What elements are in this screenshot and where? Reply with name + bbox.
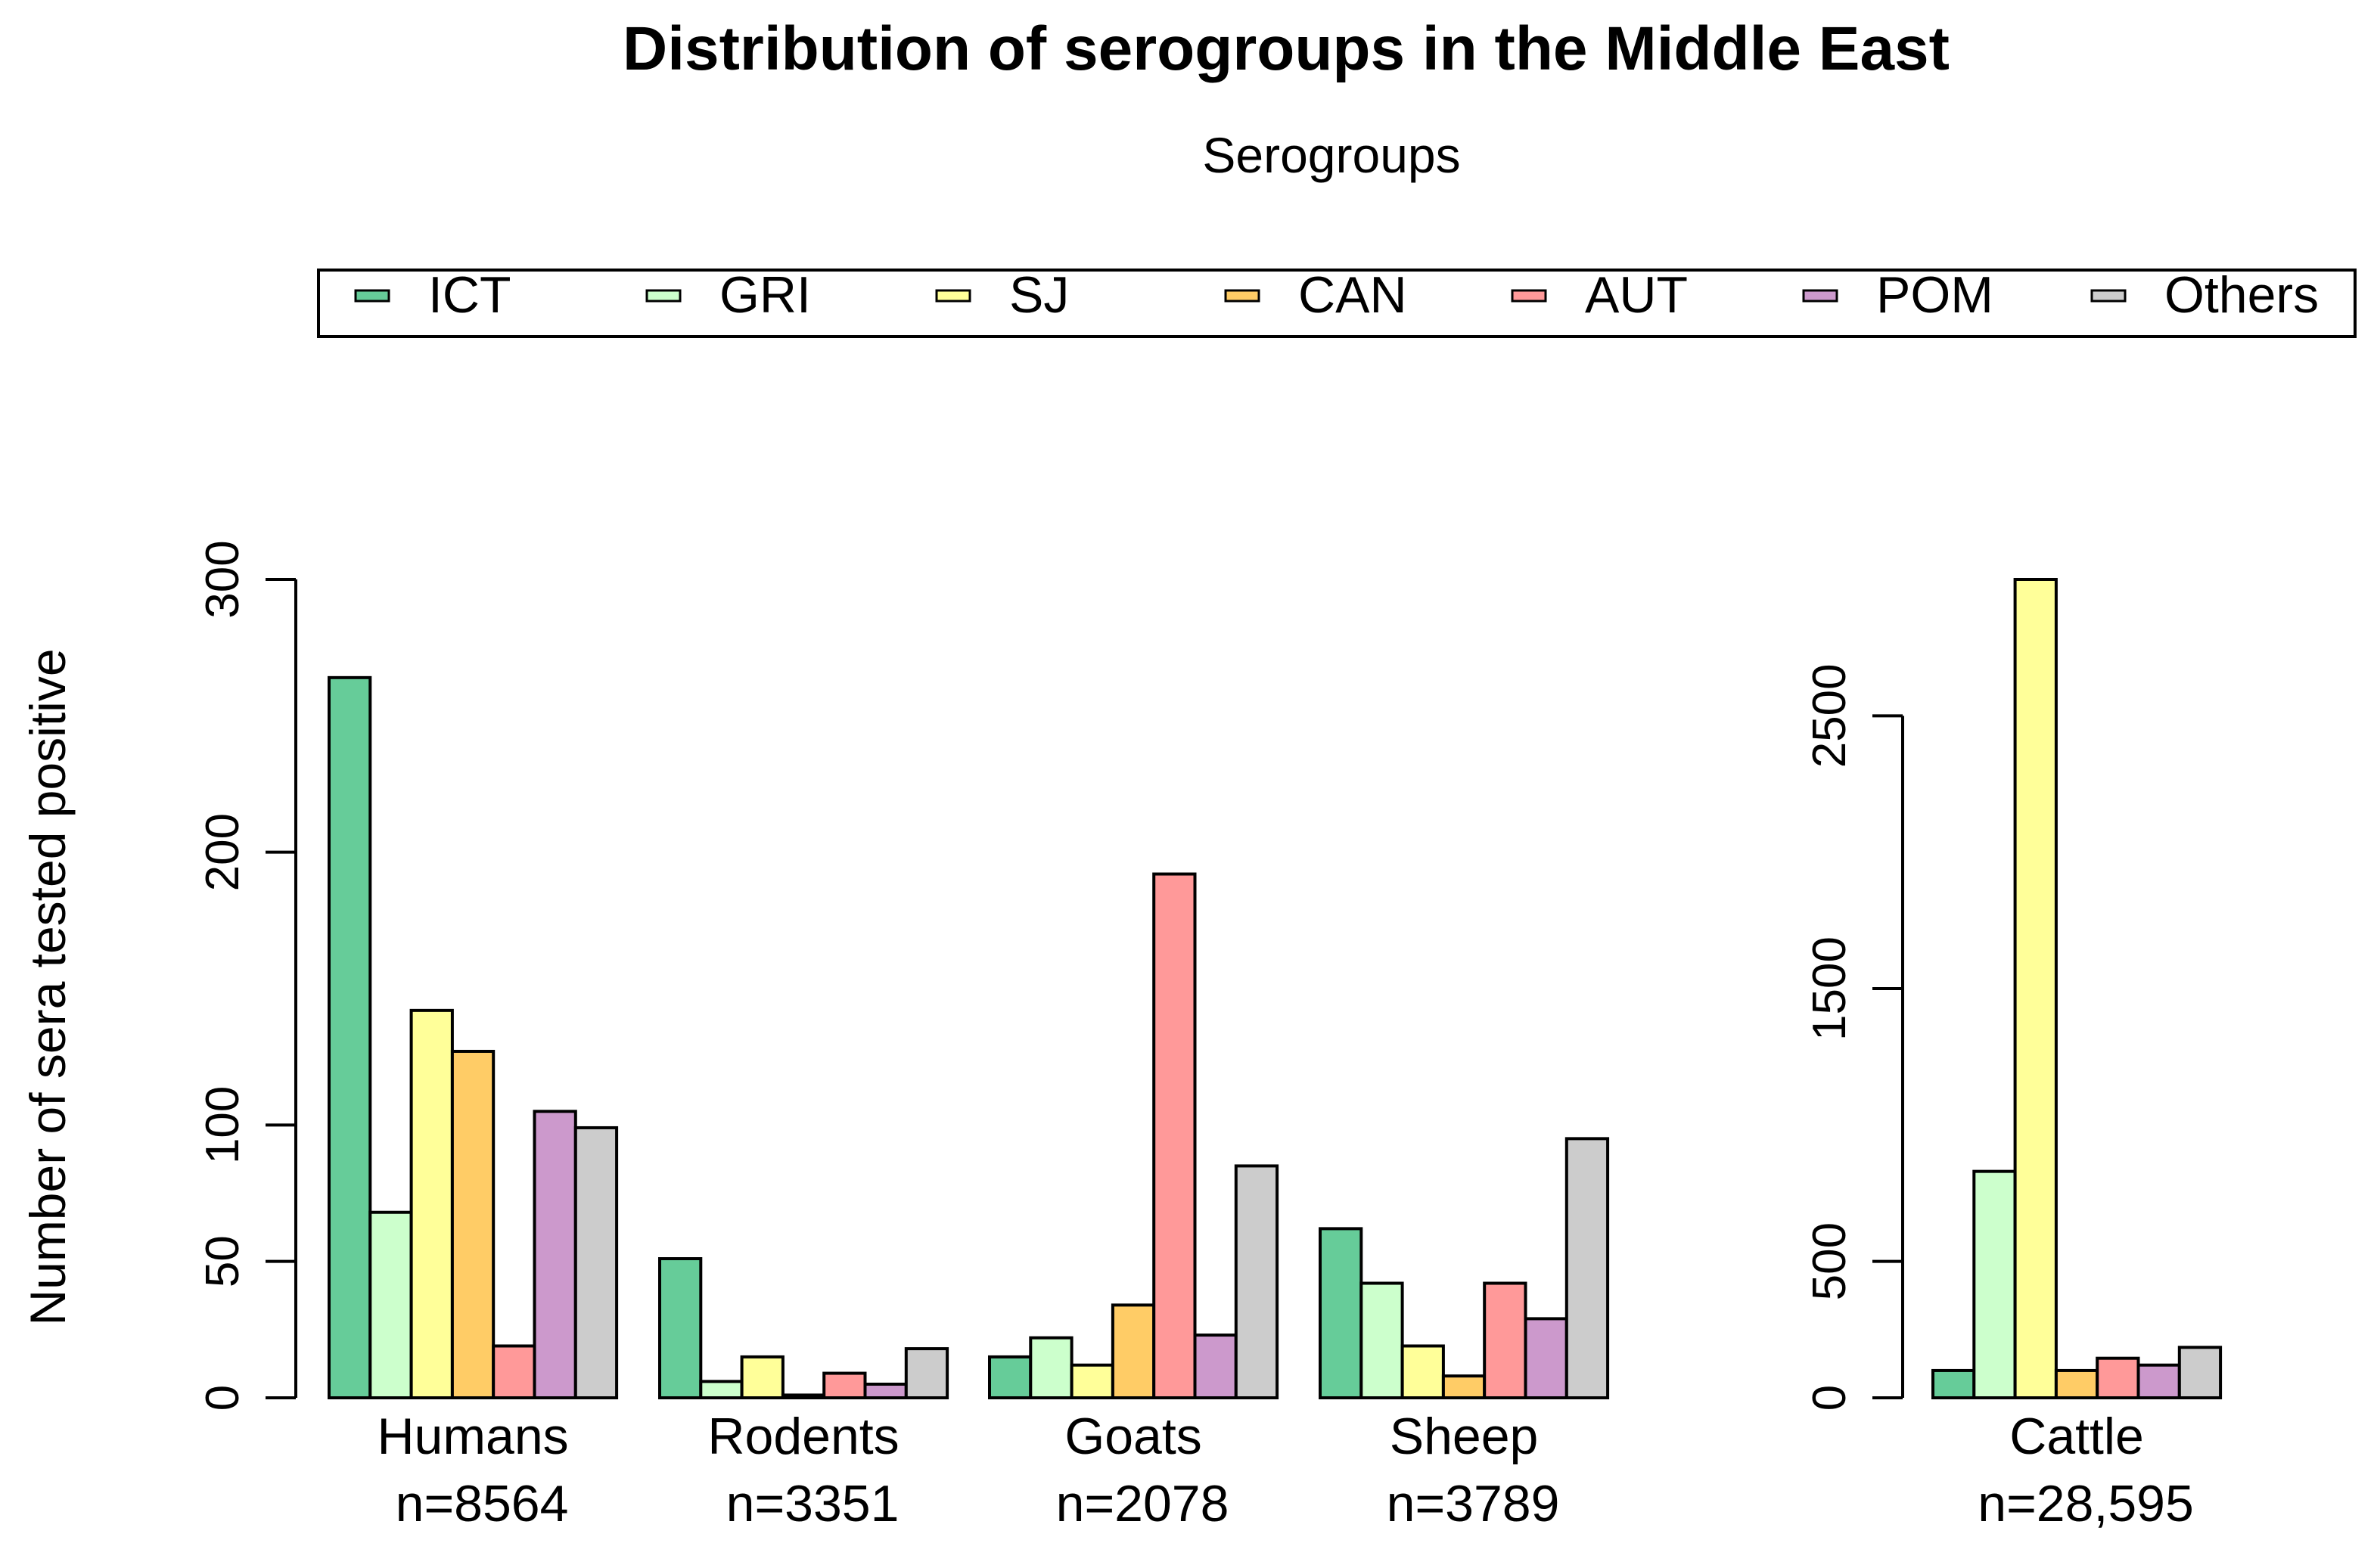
bar-goats-ict [988,1355,1033,1400]
legend-swatch-can [1224,289,1260,303]
bar-sheep-pom [1524,1317,1568,1399]
bar-humans-others [573,1126,619,1399]
legend-label-can: CAN [1298,266,1407,324]
bar-goats-others [1234,1164,1279,1400]
left-y-tick-label-300: 300 [197,540,249,618]
bar-rodents-ict [658,1257,703,1400]
bar-sheep-ict [1319,1227,1363,1400]
category-label-humans: Humans [377,1408,568,1465]
bar-sheep-aut [1483,1281,1527,1400]
bar-sheep-sj [1400,1344,1445,1400]
right-y-tick-label-2500: 2500 [1804,663,1856,768]
bar-humans-sj [409,1008,454,1400]
bar-humans-ict [328,675,372,1399]
legend-swatch-others [2090,289,2127,303]
right-y-tick-label-0: 0 [1804,1385,1856,1411]
right-panel: 0 500 1500 2500 Cattle n=28,595 [1804,578,2223,1532]
bar-goats-aut [1152,872,1197,1399]
sample-size-sheep: n=3789 [1387,1475,1560,1532]
bar-rodents-pom [863,1382,908,1400]
sample-size-goats: n=2078 [1056,1475,1229,1532]
bar-cattle-others [2177,1346,2223,1399]
legend-label-aut: AUT [1585,266,1688,324]
left-y-tick-label-100: 100 [197,1086,249,1164]
bar-goats-can [1111,1303,1156,1399]
legend: ICT GRI SJ CAN AUT POM Others [317,266,2357,338]
bar-cattle-ict [1931,1368,1976,1400]
legend-swatch-aut [1511,289,1547,303]
bar-rodents-others [904,1347,949,1399]
bar-sheep-can [1441,1374,1487,1399]
bar-rodents-aut [822,1371,867,1400]
sample-size-cattle: n=28,595 [1978,1475,2194,1532]
legend-label-gri: GRI [719,266,811,324]
sample-size-humans: n=8564 [396,1475,569,1532]
bar-cattle-pom [2136,1363,2181,1399]
left-y-tick-label-50: 50 [197,1235,249,1287]
legend-label-others: Others [2164,266,2319,324]
sample-size-rodents: n=3351 [726,1475,900,1532]
bar-humans-can [450,1049,496,1400]
bar-humans-pom [533,1110,577,1400]
bar-rodents-can [781,1393,826,1399]
bar-humans-gri [368,1210,413,1400]
right-y-tick-label-1500: 1500 [1804,936,1856,1041]
legend-swatch-gri [645,289,682,303]
bar-goats-gri [1029,1336,1074,1399]
y-axis-label: Number of sera tested positive [20,648,76,1325]
bar-humans-aut [492,1344,536,1400]
legend-box [317,269,2357,338]
legend-title: Serogroups [1202,127,1460,183]
legend-label-ict: ICT [428,266,511,324]
legend-swatch-ict [354,289,390,303]
bar-sheep-gri [1359,1281,1404,1400]
left-y-tick-label-0: 0 [197,1385,249,1411]
left-y-tick-label-200: 200 [197,813,249,891]
category-label-sheep: Sheep [1390,1408,1539,1465]
right-y-tick-label-500: 500 [1804,1222,1856,1300]
bar-cattle-sj [2013,578,2058,1399]
bar-cattle-can [2054,1368,2099,1400]
bar-rodents-gri [699,1380,744,1399]
legend-swatch-pom [1802,289,1838,303]
bar-cattle-aut [2096,1356,2140,1400]
category-label-goats: Goats [1064,1408,1201,1465]
bar-rodents-sj [740,1355,785,1400]
bar-goats-pom [1193,1334,1238,1399]
bar-cattle-gri [1972,1169,2017,1399]
bar-sheep-others [1564,1137,1610,1400]
legend-label-sj: SJ [1009,266,1069,324]
left-panel: 0 50 100 200 300 Humans n=8564 Rodents n=3351 Goa… [197,540,1610,1532]
chart-title: Distribution of serogroups in the Middle… [623,14,1950,83]
category-label-rodents: Rodents [707,1408,899,1465]
category-label-cattle: Cattle [2009,1408,2144,1465]
legend-label-pom: POM [1876,266,1993,324]
legend-swatch-sj [935,289,971,303]
bar-goats-sj [1070,1363,1114,1399]
